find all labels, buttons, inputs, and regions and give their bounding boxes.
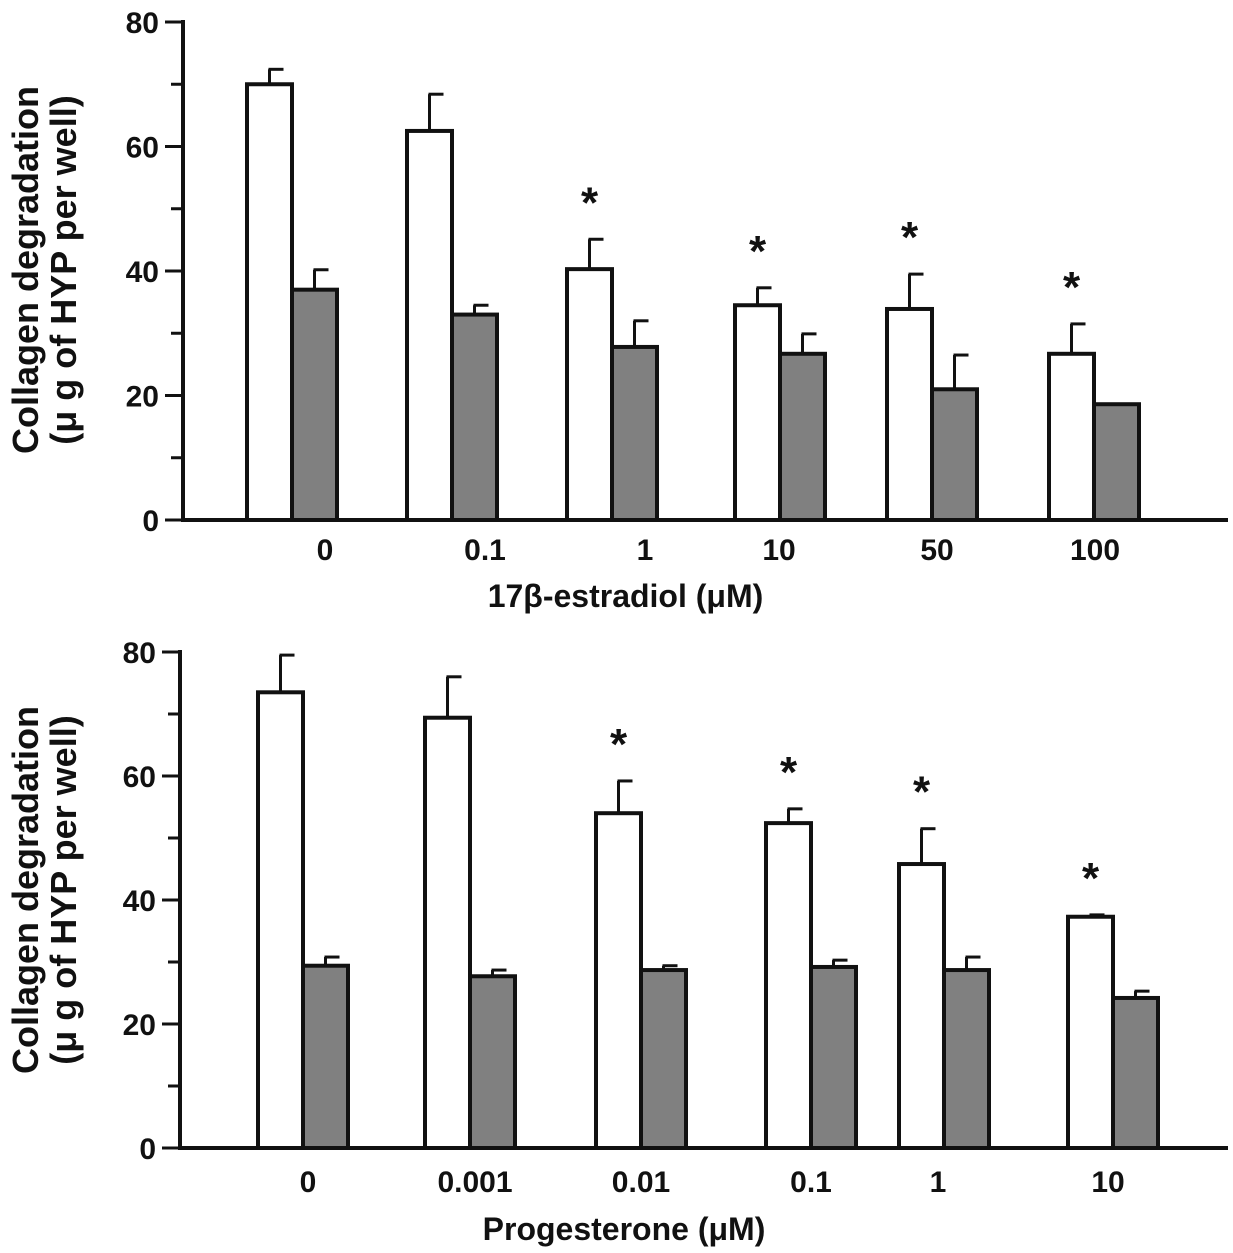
bar-gray [1092,402,1141,522]
bar-white [256,690,305,1150]
y-tick-label: 0 [139,1133,156,1166]
bar-white [897,862,946,1150]
bar-gray [301,963,350,1150]
bar-white [594,811,643,1150]
significance-asterisk: * [610,720,628,769]
bar-gray [290,287,339,522]
bar-gray [1111,995,1160,1151]
significance-asterisk: * [913,768,931,817]
bar-gray [468,974,517,1151]
bar-gray [610,344,659,522]
bar-gray [930,387,979,522]
y-tick-label: 60 [126,132,159,165]
y-tick-label: 20 [126,381,159,414]
y-tick-label: 20 [123,1009,156,1042]
significance-asterisk: * [780,748,798,797]
x-tick-label: 0.1 [790,1166,832,1199]
x-tick-label: 1 [637,534,654,567]
bar-white [245,82,294,522]
y-tick-label: 40 [123,885,156,918]
x-tick-label: 0.001 [437,1166,512,1199]
significance-asterisk: * [1082,854,1100,903]
y-tick-label: 80 [123,637,156,670]
significance-asterisk: * [749,227,767,276]
x-tick-label: 0.01 [612,1166,670,1199]
y-axis-label-line2: (μ g of HYP per well) [43,95,84,444]
bar-white [733,303,782,522]
x-tick-label: 1 [930,1166,947,1199]
y-tick-label: 40 [126,256,159,289]
y-tick-label: 80 [126,7,159,40]
bar-white [1066,914,1115,1150]
x-tick-label: 10 [1091,1166,1124,1199]
chart-panel-2: 0 20 40 60 80 Collagen degradation(μ g of HYP… [5,637,1228,1247]
y-axis-label-line1: Collagen degradation [5,86,46,454]
significance-asterisk: * [581,178,599,227]
bar-white [764,821,813,1150]
bar-gray [942,968,991,1150]
bar-gray [450,312,499,523]
significance-asterisk: * [901,213,919,262]
bar-white [423,715,472,1150]
chart-panel-1: 0 20 40 60 80 Collagen degradation(μ g of HYP… [5,7,1228,614]
bar-white [1047,351,1096,523]
bar-gray [639,968,688,1150]
bar-white [885,306,934,522]
y-axis-label-line2: (μ g of HYP per well) [43,715,84,1064]
significance-asterisk: * [1063,263,1081,312]
x-tick-label: 0.1 [464,534,506,567]
bar-white [565,267,614,522]
x-tick-label: 0 [300,1166,317,1199]
bar-white [405,128,454,522]
bar-gray [778,351,827,523]
y-tick-label: 0 [142,505,159,538]
x-axis-label: Progesterone (μM) [483,1211,766,1247]
x-tick-label: 50 [920,534,953,567]
x-axis-label: 17β-estradiol (μM) [488,578,764,614]
x-tick-label: 100 [1070,534,1120,567]
bar-gray [809,964,858,1151]
y-tick-label: 60 [123,761,156,794]
x-tick-label: 10 [762,534,795,567]
y-axis-label-line1: Collagen degradation [5,706,46,1074]
x-tick-label: 0 [317,534,334,567]
